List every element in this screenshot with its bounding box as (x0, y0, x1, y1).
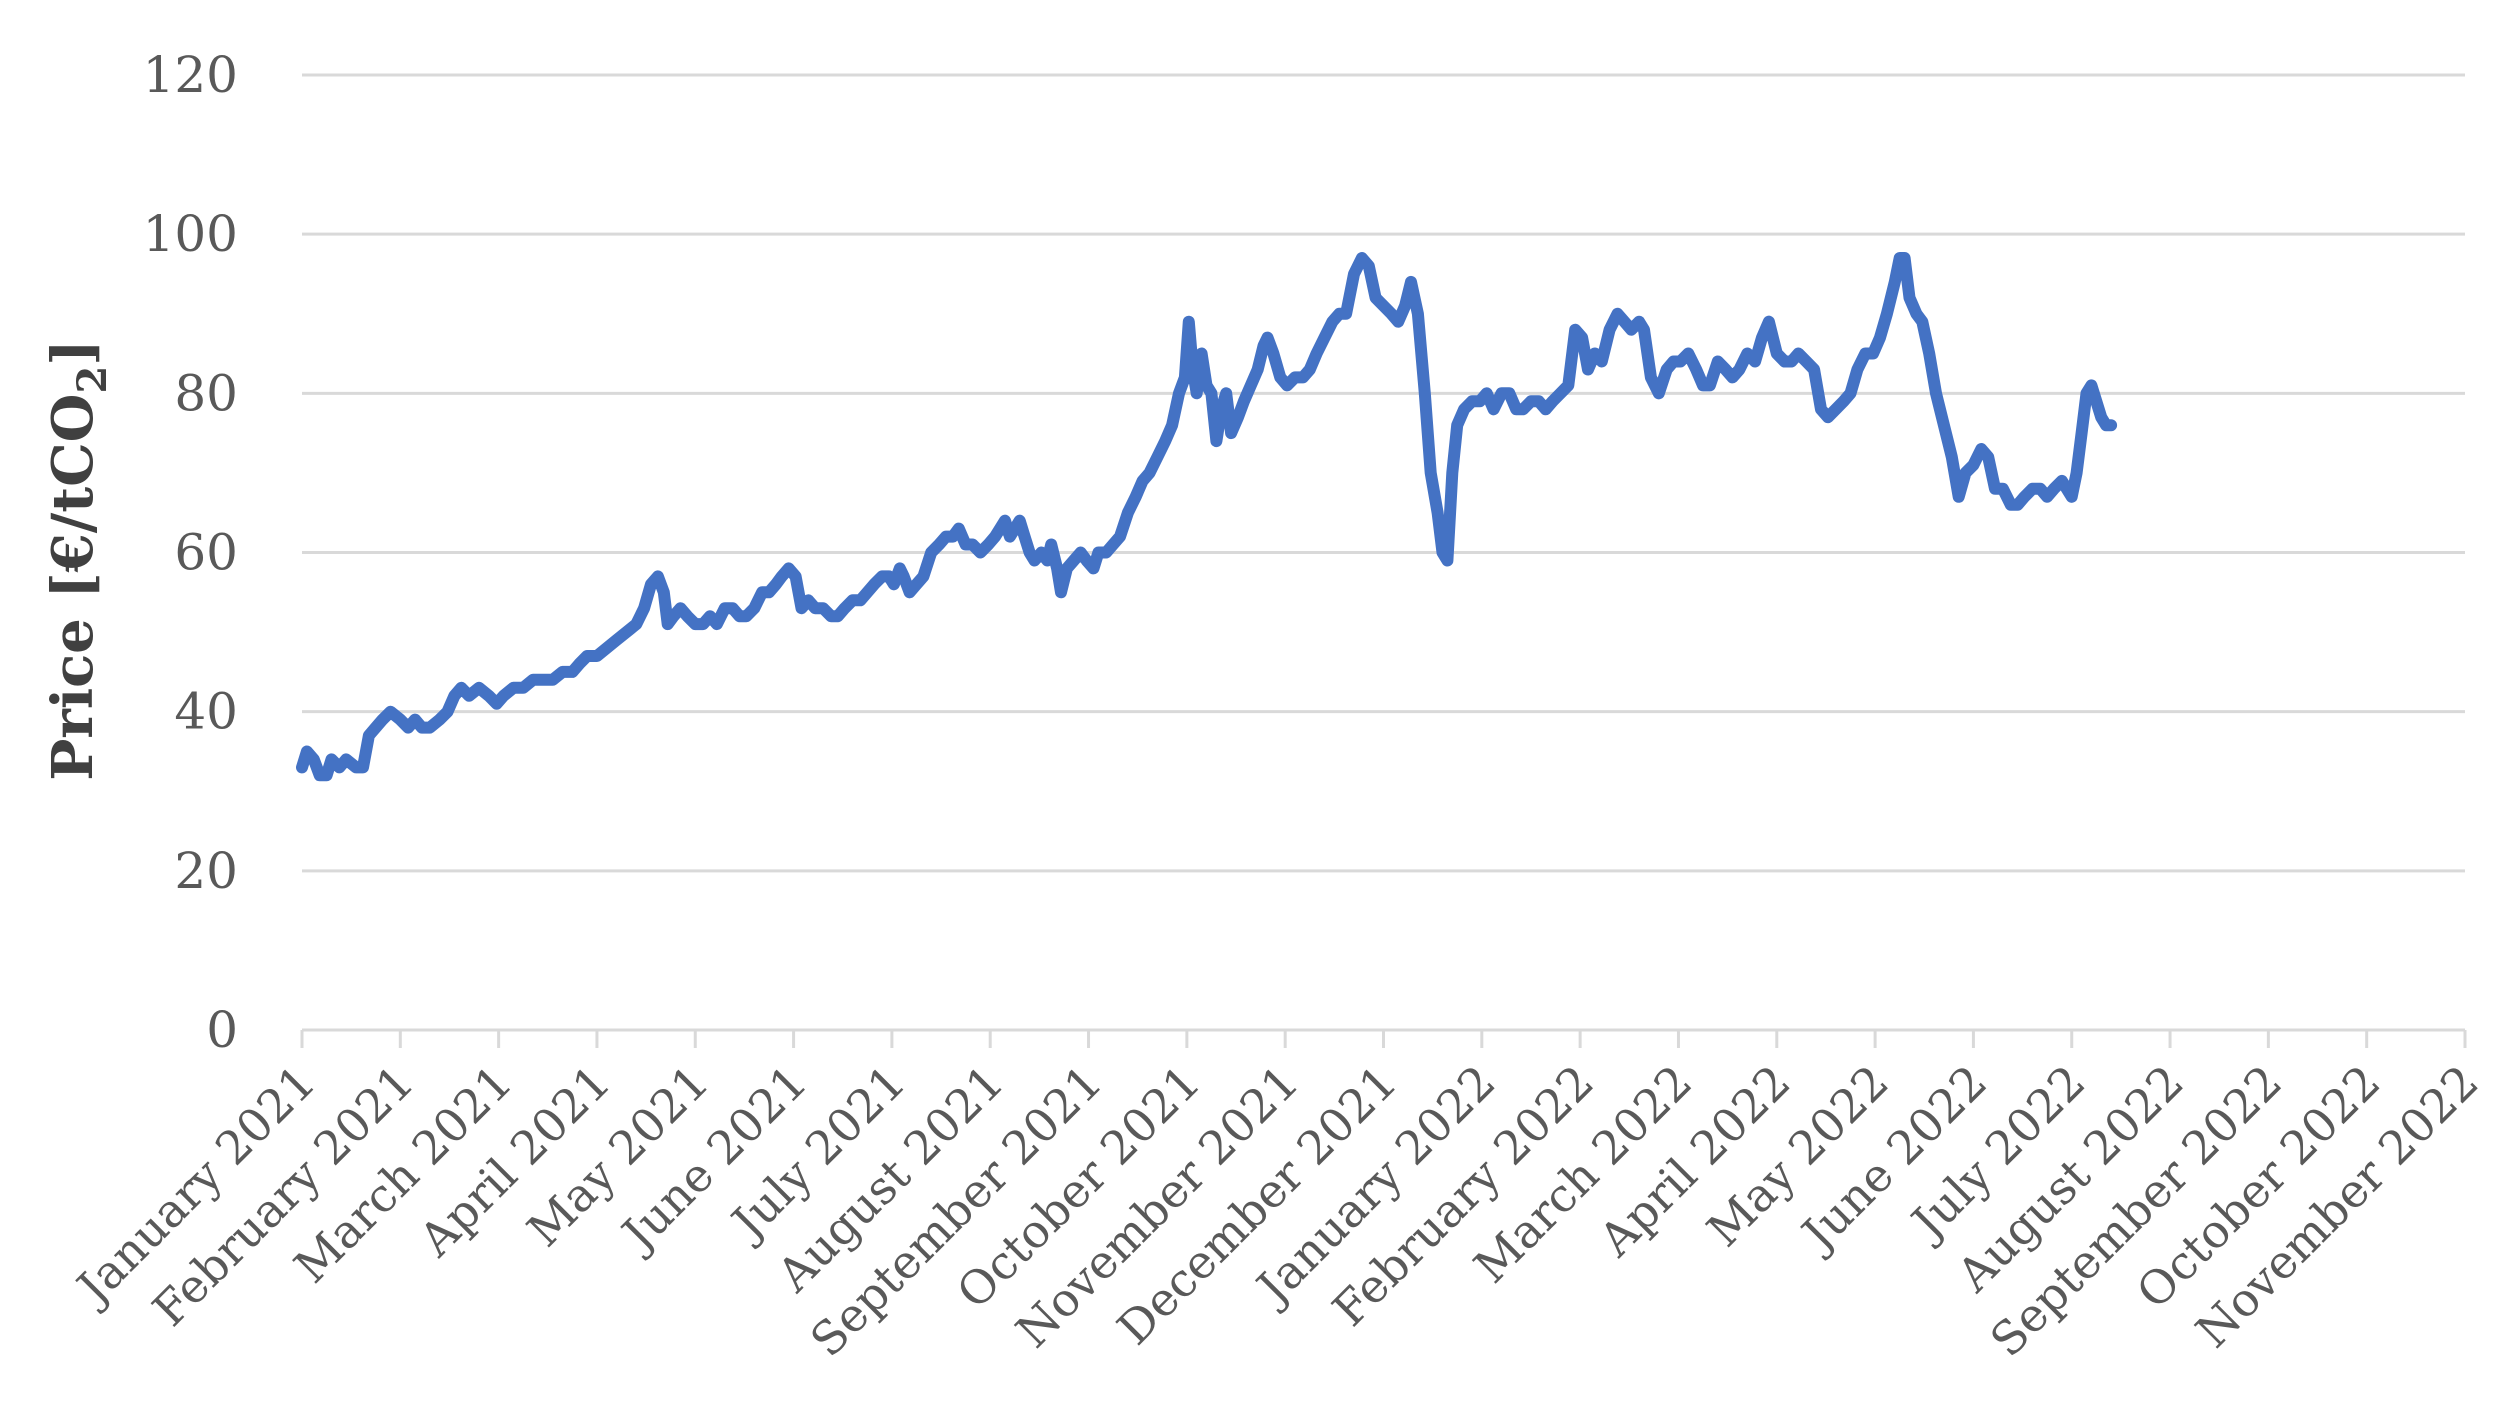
series-layer (296, 252, 2118, 782)
y-tick-label: 80 (174, 364, 238, 422)
y-axis-label: Price [€/tCO2] (40, 339, 116, 781)
y-axis-label-subscript: 2 (69, 366, 116, 394)
y-tick-label: 20 (174, 842, 238, 900)
y-axis-ticks: 0 20 40 60 80 100 120 (143, 46, 238, 1059)
y-tick-label: 0 (206, 1001, 238, 1059)
y-tick-label: 120 (143, 46, 238, 104)
y-axis-label-suffix: ] (40, 339, 106, 366)
y-tick-label: 60 (174, 524, 238, 582)
x-axis (300, 1030, 2467, 1048)
y-tick-label: 100 (143, 205, 238, 263)
y-axis-label-main: Price [€/tCO (40, 394, 106, 781)
series-line-0 (296, 252, 2118, 782)
gridlines (302, 73, 2465, 1032)
y-tick-label: 40 (174, 683, 238, 741)
